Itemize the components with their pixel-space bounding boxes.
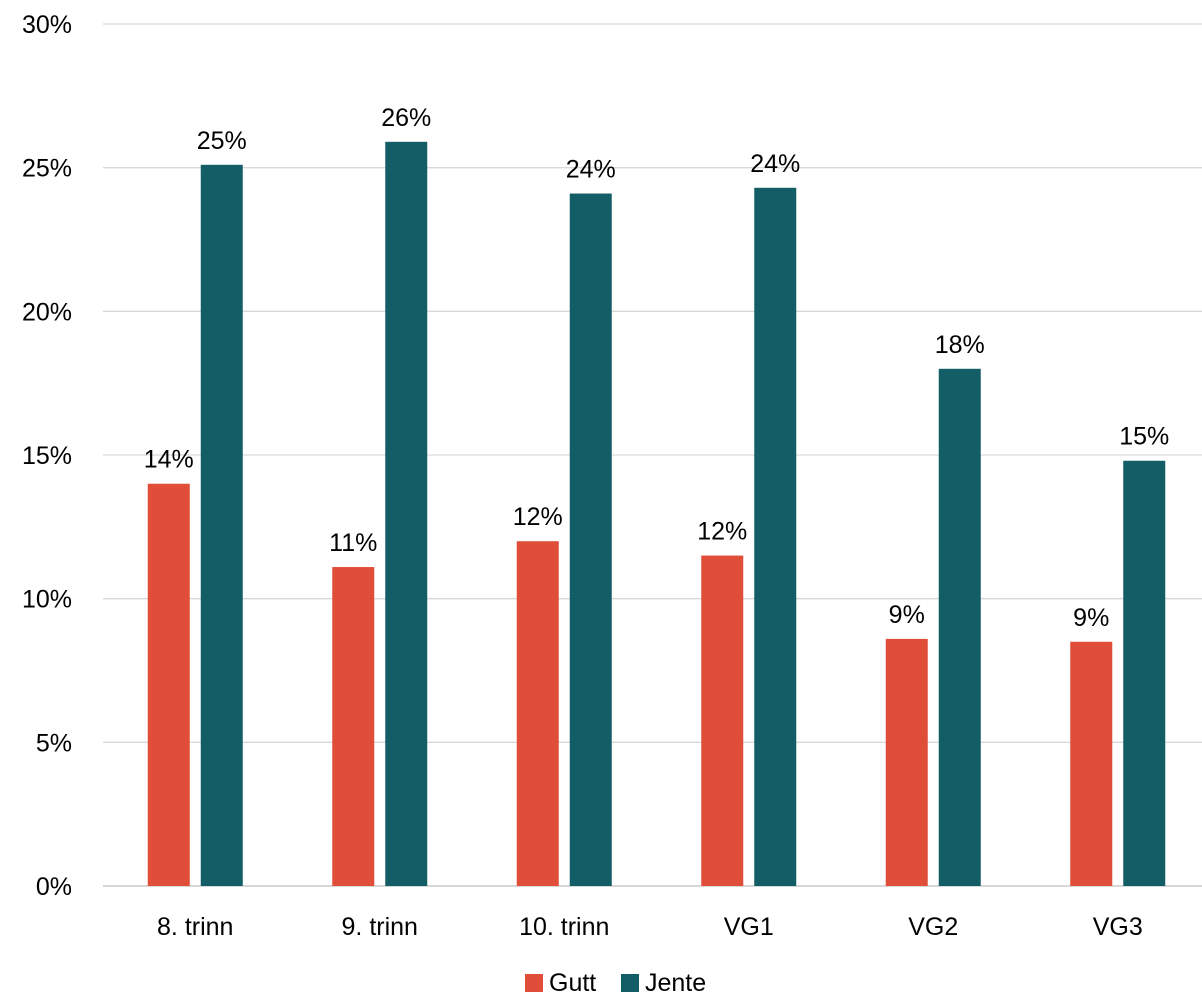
x-tick-label: VG3 — [1093, 913, 1143, 941]
y-tick-label: 20% — [22, 298, 72, 326]
y-tick-label: 15% — [22, 442, 72, 470]
data-label: 24% — [750, 150, 800, 178]
y-tick-label: 5% — [36, 729, 72, 757]
legend-label-jente: Jente — [645, 969, 706, 997]
y-tick-label: 25% — [22, 155, 72, 183]
bar-gutt — [701, 555, 744, 886]
data-label: 26% — [381, 104, 431, 132]
data-label: 9% — [889, 601, 925, 629]
bar-gutt — [147, 483, 190, 886]
data-label: 11% — [329, 529, 377, 557]
data-label: 15% — [1119, 423, 1169, 451]
x-tick-label: VG1 — [724, 913, 774, 941]
bar-jente — [1123, 460, 1166, 886]
x-tick-label: 10. trinn — [519, 913, 609, 941]
data-label: 25% — [197, 127, 247, 155]
x-tick-label: 8. trinn — [157, 913, 233, 941]
y-tick-label: 30% — [22, 11, 72, 39]
legend-swatch-jente — [621, 974, 639, 992]
bar-jente — [754, 187, 797, 886]
bar-gutt — [516, 541, 559, 886]
legend-label-gutt: Gutt — [549, 969, 596, 997]
bar-gutt — [1070, 641, 1113, 886]
bar-jente — [938, 368, 981, 886]
data-label: 14% — [144, 446, 194, 474]
data-label: 18% — [935, 331, 985, 359]
data-label: 9% — [1073, 604, 1109, 632]
x-tick-label: VG2 — [908, 913, 958, 941]
data-label: 12% — [697, 518, 747, 546]
bar-gutt — [885, 638, 928, 886]
y-tick-label: 10% — [22, 586, 72, 614]
bar-jente — [200, 164, 243, 886]
bar-gutt — [332, 567, 375, 886]
y-tick-label: 0% — [36, 873, 72, 901]
data-label: 12% — [513, 503, 563, 531]
bar-jente — [569, 193, 612, 886]
legend-swatch-gutt — [525, 974, 543, 992]
bar-jente — [385, 141, 428, 887]
data-label: 24% — [566, 156, 616, 184]
x-tick-label: 9. trinn — [342, 913, 418, 941]
